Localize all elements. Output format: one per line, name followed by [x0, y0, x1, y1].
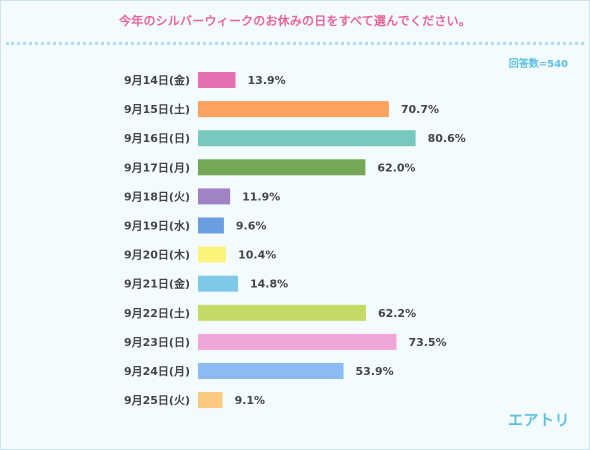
bar: [198, 392, 223, 409]
chart-title: 今年のシルバーウィークのお休みの日をすべて選んでください。: [119, 14, 471, 28]
category-label: 9月19日(水): [124, 219, 190, 233]
category-label: 9月22日(土): [124, 306, 190, 320]
bar: [198, 304, 366, 321]
bar: [198, 363, 344, 379]
respondent-count: 回答数=540: [508, 59, 568, 70]
category-label: 9月18日(火): [124, 190, 190, 203]
category-label: 9月21日(金): [124, 277, 190, 291]
category-label: 9月15日(土): [124, 102, 190, 116]
category-label: 9月24日(月): [124, 365, 190, 378]
value-label: 73.5%: [408, 336, 446, 349]
category-label: 9月17日(月): [124, 161, 190, 174]
value-label: 62.2%: [378, 307, 416, 320]
value-label: 10.4%: [238, 249, 276, 262]
value-label: 13.9%: [248, 74, 286, 87]
value-label: 14.8%: [250, 278, 288, 291]
bar: [198, 72, 236, 88]
category-label: 9月16日(日): [124, 132, 190, 145]
bar: [198, 188, 231, 205]
value-label: 62.0%: [377, 161, 415, 174]
category-label: 9月23日(日): [124, 336, 190, 349]
value-label: 53.9%: [356, 365, 394, 378]
value-label: 80.6%: [428, 132, 466, 145]
bar: [198, 101, 389, 118]
category-label: 9月25日(火): [124, 394, 190, 407]
bar: [198, 130, 416, 147]
bar: [198, 217, 224, 234]
value-label: 9.6%: [236, 220, 267, 233]
bar: [198, 159, 366, 176]
bar: [198, 246, 227, 263]
category-label: 9月14日(金): [124, 73, 190, 87]
bar: [198, 275, 238, 292]
value-label: 70.7%: [401, 103, 439, 116]
value-label: 11.9%: [242, 190, 280, 203]
category-label: 9月20日(木): [124, 248, 190, 262]
bar: [198, 333, 397, 350]
dotted-divider: [6, 42, 584, 45]
value-label: 9.1%: [235, 394, 266, 407]
brand-logo: エアトリ: [507, 411, 570, 429]
